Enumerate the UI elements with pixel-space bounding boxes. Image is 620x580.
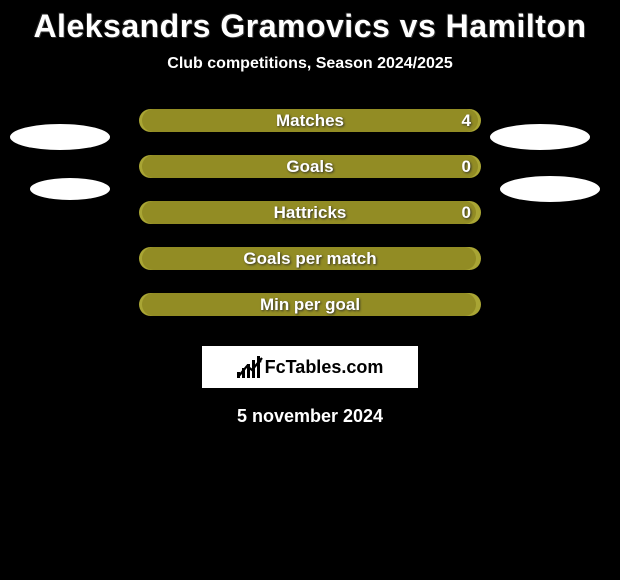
subtitle: Club competitions, Season 2024/2025 — [0, 55, 620, 73]
decorative-ellipse — [30, 178, 110, 200]
decorative-ellipse — [500, 176, 600, 202]
logo-chart-icon — [237, 356, 263, 378]
decorative-ellipse — [10, 124, 110, 150]
bar-fill — [142, 109, 477, 132]
bar-fill — [142, 247, 475, 270]
date-text: 5 november 2024 — [0, 406, 620, 427]
bar-fill — [142, 293, 475, 316]
bar-track: Goals per match — [139, 247, 481, 270]
bar-fill — [142, 201, 475, 224]
stat-row: Hattricks0 — [0, 201, 620, 224]
bar-track: Hattricks0 — [139, 201, 481, 224]
bar-track: Goals0 — [139, 155, 481, 178]
decorative-ellipse — [490, 124, 590, 150]
logo-text: FcTables.com — [265, 357, 384, 378]
bar-track: Min per goal — [139, 293, 481, 316]
page-title: Aleksandrs Gramovics vs Hamilton — [0, 0, 620, 45]
bar-track: Matches4 — [139, 109, 481, 132]
stat-row: Goals per match — [0, 247, 620, 270]
bar-fill — [142, 155, 477, 178]
stat-row: Goals0 — [0, 155, 620, 178]
stat-row: Min per goal — [0, 293, 620, 316]
fctables-logo: FcTables.com — [202, 346, 418, 388]
